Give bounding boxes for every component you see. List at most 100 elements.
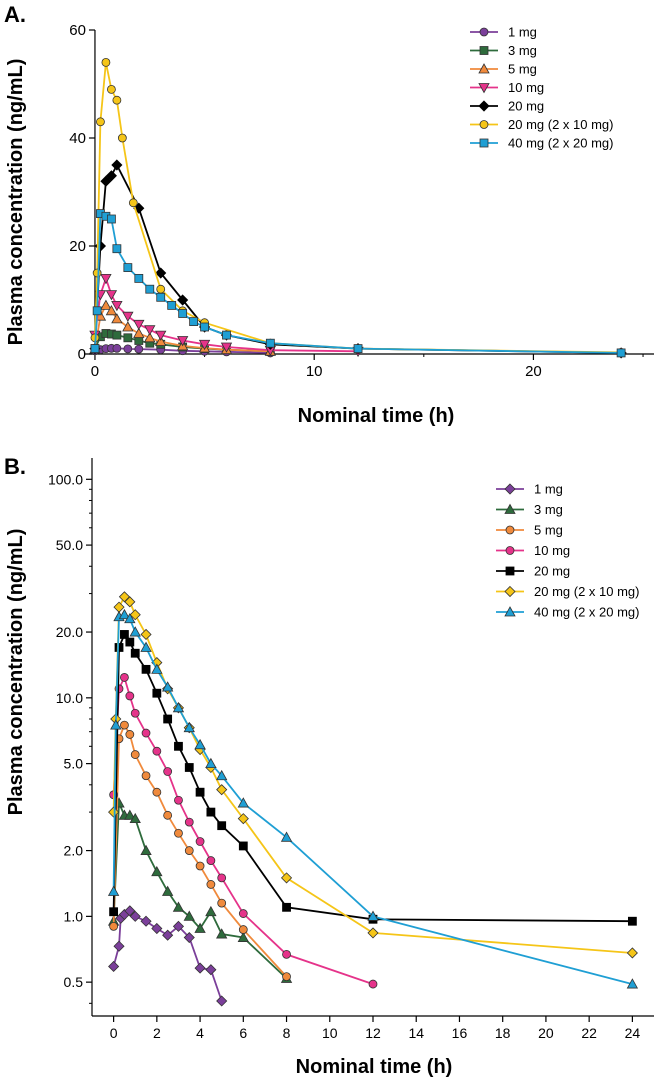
series-40-mg-2-x-20-mg	[107, 608, 639, 989]
data-point	[616, 348, 626, 358]
panel-a-y-axis-title: Plasma concentration (ng/mL)	[5, 59, 27, 346]
data-point	[96, 117, 105, 127]
data-point	[120, 720, 129, 730]
panel-a-axes: 0 20 40 60 0 10 20	[69, 22, 654, 380]
data-point	[107, 85, 116, 94]
data-point	[163, 714, 173, 724]
data-point	[206, 856, 216, 865]
panel-a-label: A.	[4, 2, 26, 27]
data-point	[627, 916, 637, 926]
data-point	[113, 601, 125, 613]
data-point	[130, 750, 140, 759]
legend-label: 20 mg	[508, 99, 544, 114]
data-point	[151, 922, 163, 935]
x-tick-label: 14	[408, 1025, 424, 1041]
series-line-1-mg	[112, 909, 223, 1002]
data-point	[111, 300, 123, 312]
series-3-mg	[107, 797, 293, 983]
data-point	[265, 338, 275, 348]
legend-label: 20 mg (2 x 10 mg)	[508, 117, 614, 132]
x-tick-label: 24	[625, 1025, 641, 1041]
data-point	[205, 905, 217, 917]
data-point	[194, 738, 206, 750]
data-point	[141, 771, 151, 781]
data-point	[134, 344, 144, 354]
data-point	[367, 910, 379, 921]
data-point	[145, 284, 155, 294]
x-tick-label: 6	[239, 1025, 247, 1041]
data-point	[237, 797, 249, 808]
y-tick-label: 1.0	[64, 908, 84, 924]
x-tick-label: 8	[283, 1025, 291, 1041]
data-point	[108, 806, 120, 818]
data-point	[172, 920, 185, 932]
legend-label: 40 mg (2 x 20 mg)	[534, 605, 640, 620]
data-point	[100, 299, 112, 310]
data-point	[217, 898, 227, 908]
data-point	[129, 609, 141, 621]
data-point	[222, 330, 231, 340]
data-point	[174, 741, 183, 751]
data-point	[112, 244, 122, 254]
y-tick-label: 20	[69, 238, 86, 255]
data-point	[90, 344, 100, 354]
data-point	[183, 931, 195, 944]
legend-marker	[504, 585, 516, 598]
y-tick-label: 100.0	[48, 471, 83, 487]
series-20-mg-2-x-10-mg	[108, 591, 638, 959]
data-point	[140, 915, 152, 927]
data-point	[626, 947, 638, 959]
data-point	[216, 784, 228, 796]
y-tick-label: 40	[69, 130, 86, 147]
data-point	[238, 841, 248, 851]
data-point	[167, 300, 177, 310]
legend-marker	[505, 546, 515, 555]
data-point	[176, 336, 189, 347]
y-tick-label: 2.0	[64, 843, 84, 859]
data-point	[125, 691, 135, 701]
data-point	[237, 931, 249, 942]
x-tick-label: 16	[452, 1025, 468, 1041]
data-point	[200, 322, 209, 332]
legend-label: 3 mg	[508, 43, 537, 58]
x-tick-label: 10	[306, 363, 323, 380]
data-point	[626, 978, 639, 989]
data-point	[183, 910, 195, 921]
legend-item-10-mg: 10 mg	[470, 80, 544, 95]
data-point	[105, 170, 117, 182]
series-20-mg	[89, 159, 627, 359]
data-point	[130, 648, 140, 658]
y-tick-label: 0.5	[64, 974, 84, 990]
data-point	[140, 844, 152, 855]
panel-b-label: B.	[4, 454, 26, 479]
legend-marker	[479, 120, 489, 129]
legend-item-20-mg: 20 mg	[470, 99, 544, 114]
data-point	[125, 637, 135, 647]
legend-item-10-mg: 10 mg	[496, 543, 570, 558]
legend-marker	[478, 83, 490, 94]
legend-marker	[479, 138, 489, 148]
series-line-3-mg	[112, 802, 288, 980]
legend-item-5-mg: 5 mg	[496, 523, 563, 538]
data-point	[123, 333, 133, 343]
data-point	[280, 831, 293, 842]
data-point	[184, 817, 194, 827]
data-point	[155, 330, 167, 341]
data-point	[183, 721, 195, 733]
series-5-mg	[109, 720, 291, 982]
series-20-mg	[109, 630, 637, 926]
data-point	[184, 846, 194, 855]
data-point	[123, 263, 133, 273]
data-point	[92, 306, 102, 316]
data-point	[280, 872, 293, 884]
legend-marker	[505, 566, 515, 576]
legend-label: 5 mg	[508, 62, 537, 77]
data-point	[124, 809, 136, 820]
data-point	[206, 880, 216, 889]
panel-b-legend: 1 mg 3 mg 5 mg 10 mg 20 mg 20 mg (2 x 10 mg) 4…	[496, 482, 640, 620]
data-point	[124, 596, 136, 608]
x-tick-label: 0	[110, 1025, 118, 1041]
legend-item-20-mg: 20 mg	[496, 564, 570, 579]
